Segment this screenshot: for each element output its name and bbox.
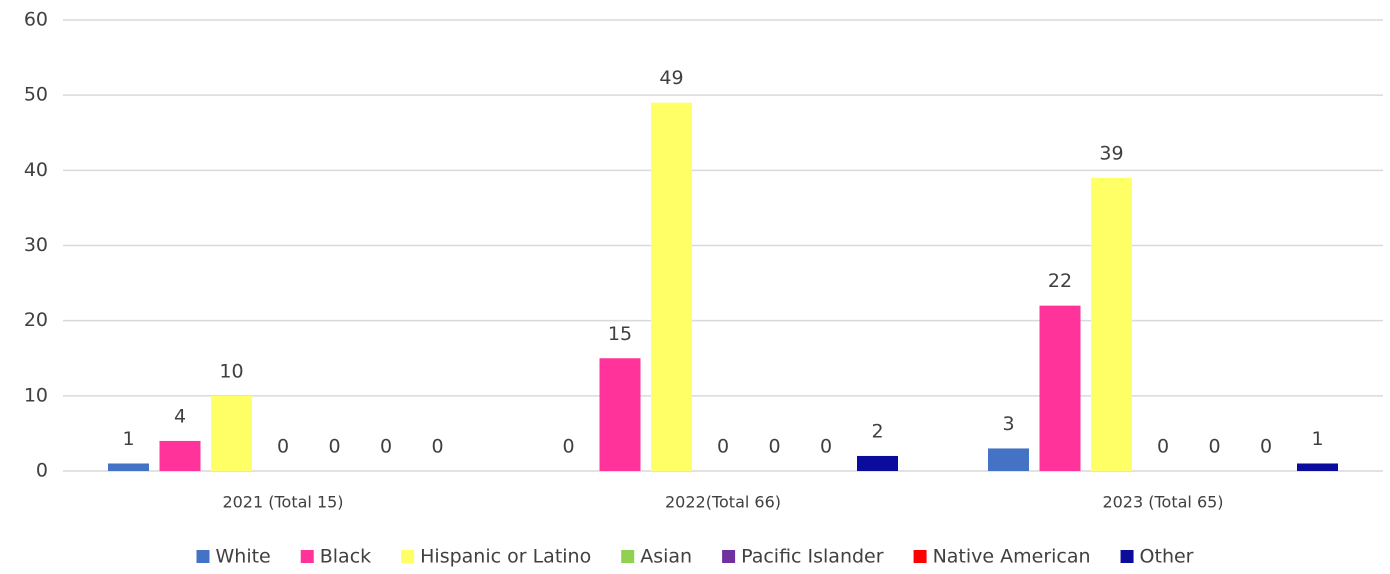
y-tick-label: 40 xyxy=(24,159,48,181)
data-label: 1 xyxy=(1311,428,1323,450)
data-label: 15 xyxy=(608,323,632,345)
bar xyxy=(1039,305,1081,471)
legend-swatch xyxy=(300,550,314,563)
y-tick-label: 30 xyxy=(24,234,48,256)
data-label: 3 xyxy=(1002,413,1014,435)
x-tick-label: 2021 (Total 15) xyxy=(222,493,343,512)
data-label: 2 xyxy=(871,420,883,442)
legend-label: Pacific Islander xyxy=(741,546,884,568)
legend-swatch xyxy=(722,550,736,563)
data-label: 0 xyxy=(820,436,832,458)
bar xyxy=(857,455,898,471)
legend-swatch xyxy=(1120,550,1134,563)
bar xyxy=(1091,177,1132,471)
data-label: 0 xyxy=(328,436,340,458)
data-label: 0 xyxy=(1208,436,1220,458)
data-label: 0 xyxy=(431,436,443,458)
bar xyxy=(1297,463,1338,471)
data-label: 0 xyxy=(717,436,729,458)
legend-label: White xyxy=(215,546,270,568)
data-label: 39 xyxy=(1099,142,1123,164)
bar xyxy=(599,358,641,471)
data-label: 0 xyxy=(277,436,289,458)
data-label: 0 xyxy=(380,436,392,458)
y-tick-label: 20 xyxy=(24,309,48,331)
y-tick-label: 0 xyxy=(36,460,48,482)
bar xyxy=(651,102,692,471)
y-tick-label: 60 xyxy=(24,9,48,31)
bar xyxy=(211,395,252,471)
data-label: 0 xyxy=(1260,436,1272,458)
legend-label: Other xyxy=(1140,546,1194,568)
data-label: 0 xyxy=(768,436,780,458)
data-label: 49 xyxy=(659,67,683,89)
data-label: 0 xyxy=(562,436,574,458)
data-label: 22 xyxy=(1048,270,1072,292)
bar xyxy=(108,463,149,471)
legend-label: Black xyxy=(320,546,371,568)
x-tick-label: 2022(Total 66) xyxy=(665,493,781,512)
legend-swatch xyxy=(913,550,927,563)
legend-swatch xyxy=(196,550,210,563)
bar xyxy=(159,440,201,471)
legend-label: Hispanic or Latino xyxy=(420,546,591,568)
y-tick-label: 10 xyxy=(24,384,48,406)
legend-swatch xyxy=(401,550,415,563)
bar xyxy=(988,448,1029,471)
y-tick-label: 50 xyxy=(24,84,48,106)
data-label: 0 xyxy=(1157,436,1169,458)
data-label: 1 xyxy=(122,428,134,450)
x-tick-label: 2023 (Total 65) xyxy=(1102,493,1223,512)
legend-swatch xyxy=(621,550,635,563)
legend-label: Native American xyxy=(933,546,1091,568)
legend-label: Asian xyxy=(640,546,692,568)
data-label: 10 xyxy=(219,360,243,382)
data-label: 4 xyxy=(174,405,186,427)
